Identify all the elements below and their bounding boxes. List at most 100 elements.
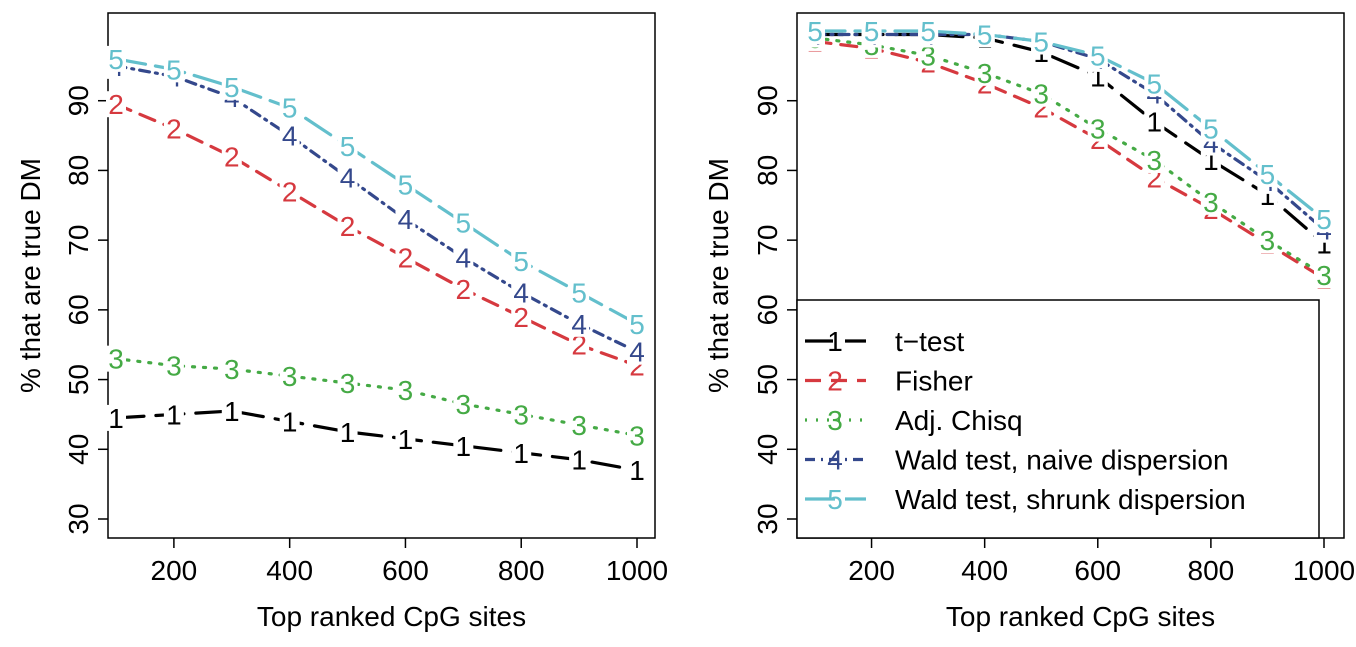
legend-entry: 5 Wald test, shrunk dispersion [805,484,1246,515]
y-tick-label: 60 [63,294,94,325]
point-mask [395,244,416,271]
series-line-3 [114,357,639,437]
point-mask [163,352,184,379]
point-mask [974,59,995,86]
x-axis-label: Top ranked CpG sites [946,601,1215,632]
point-mask [1257,227,1278,254]
data-point-marker: 2 [224,141,240,172]
legend-marker: 5 [827,484,843,515]
y-tick-label: 70 [752,225,783,256]
data-point-marker: 4 [456,243,472,274]
data-point-marker: 3 [108,344,124,375]
point-mask [279,122,300,149]
data-point-marker: 5 [1203,114,1219,145]
point-mask [569,279,590,306]
data-point-marker: 4 [629,337,645,368]
point-mask [337,213,358,240]
y-tick-label: 90 [752,85,783,116]
x-tick-label: 1000 [606,555,668,586]
legend-marker: 4 [827,445,843,476]
series-3: 3 3 3 3 3 3 3 3 3 3 [106,344,647,451]
data-point-marker: 1 [456,431,472,462]
data-point-marker: 1 [398,424,414,455]
point-mask [1200,188,1221,215]
data-point-marker: 3 [282,361,298,392]
point-mask [511,279,532,306]
data-point-marker: 5 [1147,68,1163,99]
point-mask [221,143,242,170]
plot-frame [107,12,656,539]
point-mask [918,42,939,69]
point-mask [569,331,590,358]
data-point-marker: 5 [224,72,240,103]
x-tick-label: 800 [1188,555,1235,586]
point-mask [106,345,126,372]
x-tick-label: 200 [848,555,895,586]
point-mask [627,338,647,365]
data-point-marker: 5 [456,208,472,239]
data-point-marker: 5 [1090,40,1106,71]
point-mask [918,18,939,44]
legend: 1 t−test 2 Fisher 3 Adj. Chisq 4 Wald test, nai… [796,299,1320,539]
x-tick-label: 400 [961,555,1008,586]
point-mask [511,248,532,275]
point-mask [163,56,184,83]
data-point-marker: 1 [224,396,240,427]
point-mask [453,432,474,459]
y-tick-label: 60 [752,294,783,325]
point-mask [106,404,126,431]
y-tick-label: 70 [63,225,94,256]
data-point-marker: 5 [807,16,823,47]
point-mask [1087,115,1108,142]
data-point-marker: 3 [571,410,587,441]
data-point-marker: 2 [340,211,356,242]
data-point-marker: 5 [398,169,414,200]
point-mask [627,457,647,484]
point-mask [337,418,358,445]
point-mask [453,209,474,236]
data-point-marker: 2 [166,114,182,145]
left-panel: 200 400 600 800 1000 30 40 50 60 70 80 90 Top ranked… [15,12,668,632]
x-tick-label: 200 [151,555,198,586]
legend-label: Fisher [895,366,973,397]
data-point-marker: 5 [920,16,936,47]
point-mask [805,18,825,44]
data-point-marker: 5 [108,44,124,75]
data-point-marker: 3 [224,354,240,385]
x-tick-label: 800 [498,555,545,586]
legend-marker: 1 [827,326,843,357]
data-point-marker: 3 [920,40,936,71]
series-5: 5 5 5 5 5 5 5 5 5 5 [805,16,1334,235]
series-4: 4444444444 [106,51,647,368]
data-point-marker: 2 [398,243,414,274]
legend-entry: 1 t−test [805,326,964,357]
data-point-marker: 5 [977,19,993,50]
data-point-marker: 2 [513,302,529,333]
legend-entry: 2 Fisher [805,366,973,397]
series-line-4 [813,32,1326,232]
point-mask [511,401,532,428]
data-point-marker: 3 [166,351,182,382]
series-line-3 [813,36,1326,277]
x-tick-label: 1000 [1293,555,1355,586]
data-point-marker: 5 [166,54,182,85]
y-tick-label: 40 [63,434,94,465]
data-point-marker: 1 [1147,107,1163,138]
point-mask [511,303,532,330]
point-mask [1314,206,1334,233]
data-point-marker: 3 [977,58,993,89]
point-mask [337,133,358,160]
point-mask [1144,70,1165,97]
data-point-marker: 2 [282,176,298,207]
point-mask [1314,262,1334,288]
series-5: 5 5 5 5 5 5 5 5 5 5 [106,44,647,340]
point-mask [974,21,995,48]
point-mask [395,377,416,404]
data-point-marker: 3 [1033,79,1049,110]
series-line-1 [813,32,1326,246]
data-point-marker: 2 [108,89,124,120]
data-point-marker: 3 [398,375,414,406]
point-mask [106,45,126,72]
